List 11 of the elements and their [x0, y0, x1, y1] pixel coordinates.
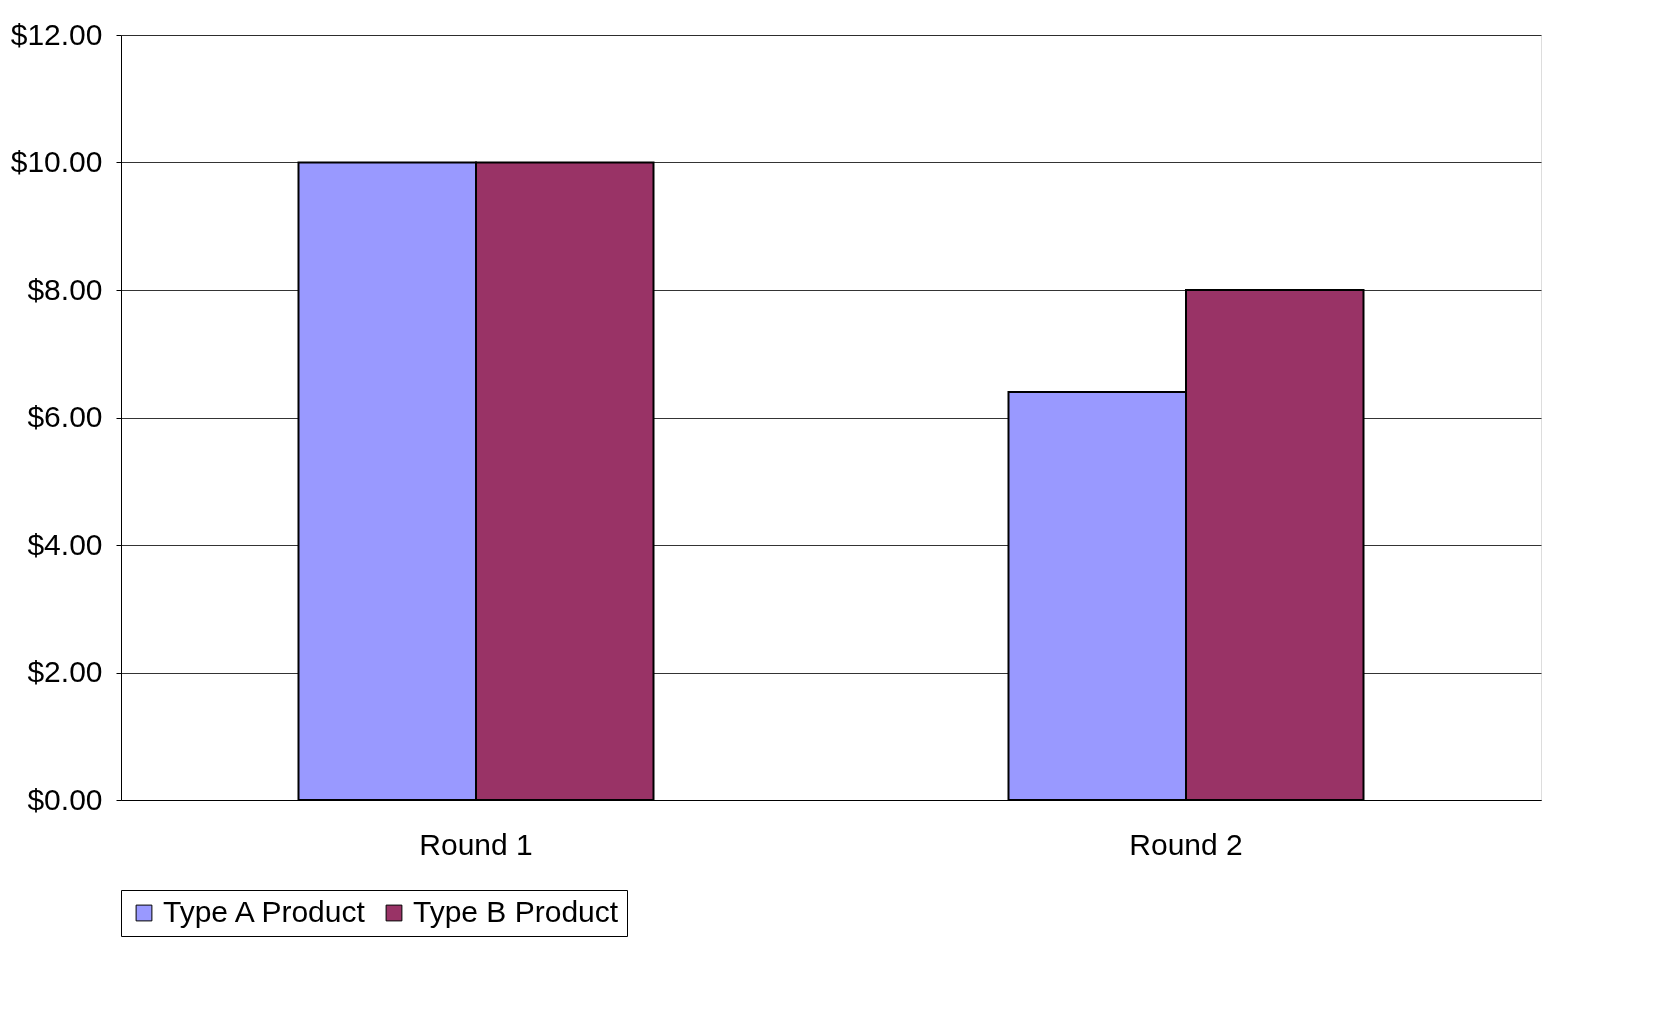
- y-tick-label: $6.00: [27, 400, 103, 433]
- x-tick-label: Round 1: [419, 827, 533, 861]
- y-tick-label: $4.00: [27, 527, 103, 561]
- y-tick-label: $0.00: [27, 782, 103, 816]
- legend-label: Type B Product: [413, 895, 619, 928]
- y-tick-label: $2.00: [27, 655, 103, 688]
- y-tick-label: $12.00: [10, 17, 103, 51]
- legend-label: Type A Product: [163, 895, 366, 928]
- y-tick-label: $8.00: [27, 272, 103, 306]
- y-tick-label: $10.00: [10, 145, 103, 178]
- x-tick-label: Round 2: [1129, 827, 1243, 861]
